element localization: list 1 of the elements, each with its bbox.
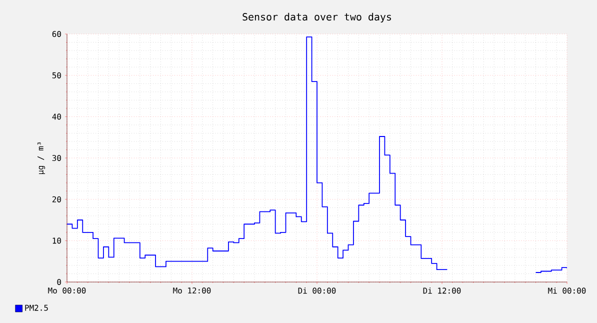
chart-title: Sensor data over two days bbox=[242, 12, 391, 23]
